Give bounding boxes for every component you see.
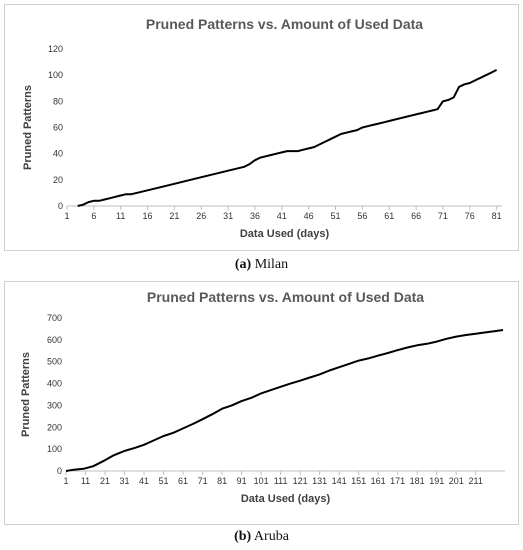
x-tick-label: 76 — [465, 211, 475, 221]
x-tick-label: 11 — [116, 211, 125, 221]
x-tick-label: 81 — [217, 476, 227, 486]
x-tick-label: 16 — [143, 211, 153, 221]
y-tick-label: 500 — [47, 357, 62, 367]
x-axis-label: Data Used (days) — [241, 493, 331, 505]
y-tick-label: 300 — [47, 400, 62, 410]
x-tick-label: 171 — [390, 476, 405, 486]
y-tick-label: 80 — [53, 96, 63, 106]
y-tick-label: 400 — [47, 379, 62, 389]
chart-aruba: Pruned Patterns vs. Amount of Used Data 0… — [20, 289, 505, 505]
x-tick-label: 201 — [449, 476, 464, 486]
x-tick-label: 6 — [91, 211, 96, 221]
x-tick-label: 111 — [274, 476, 288, 486]
caption-aruba-name: Aruba — [251, 529, 289, 544]
x-tick-label: 151 — [351, 476, 366, 486]
x-tick-label: 131 — [312, 476, 327, 486]
x-tick-label: 56 — [357, 211, 367, 221]
y-tick-label: 120 — [48, 44, 63, 54]
y-tick-label: 0 — [58, 201, 63, 211]
x-tick-label: 51 — [159, 476, 169, 486]
x-tick-label: 41 — [139, 476, 149, 486]
x-tick-label: 31 — [223, 211, 233, 221]
chart-title: Pruned Patterns vs. Amount of Used Data — [147, 289, 424, 305]
x-tick-label: 91 — [237, 476, 247, 486]
x-tick-label: 41 — [277, 211, 287, 221]
y-tick-label: 100 — [48, 70, 63, 80]
x-tick-label: 66 — [411, 211, 421, 221]
caption-aruba: (b) Aruba — [0, 529, 523, 545]
caption-milan: (a) Milan — [0, 257, 523, 273]
x-tick-label: 21 — [169, 211, 179, 221]
x-tick-label: 61 — [384, 211, 394, 221]
x-tick-label: 141 — [332, 476, 347, 486]
x-axis-label: Data Used (days) — [240, 228, 330, 240]
y-axis-label: Pruned Patterns — [22, 85, 34, 170]
y-tick-label: 200 — [47, 422, 62, 432]
y-tick-label: 40 — [53, 149, 63, 159]
x-tick-label: 11 — [81, 476, 90, 486]
y-tick-label: 60 — [53, 123, 63, 133]
series-line — [77, 69, 498, 207]
chart-panel-aruba: Pruned Patterns vs. Amount of Used Data 0… — [4, 281, 519, 525]
x-tick-label: 61 — [178, 476, 188, 486]
chart-milan: Pruned Patterns vs. Amount of Used Data 0… — [22, 16, 502, 240]
x-tick-label: 46 — [304, 211, 314, 221]
chart-title: Pruned Patterns vs. Amount of Used Data — [146, 16, 423, 32]
y-tick-label: 100 — [47, 444, 62, 454]
x-tick-label: 1 — [63, 476, 68, 486]
chart-panel-milan: Pruned Patterns vs. Amount of Used Data 0… — [4, 4, 519, 251]
caption-milan-letter: (a) — [234, 257, 252, 272]
x-tick-label: 26 — [196, 211, 206, 221]
x-tick-label: 81 — [492, 211, 502, 221]
x-tick-label: 71 — [438, 211, 448, 221]
x-tick-label: 1 — [64, 211, 69, 221]
x-tick-label: 31 — [120, 476, 130, 486]
x-tick-label: 161 — [371, 476, 386, 486]
x-tick-label: 211 — [469, 476, 483, 486]
caption-aruba-letter: (b) — [234, 529, 252, 544]
x-tick-label: 21 — [100, 476, 110, 486]
y-tick-label: 0 — [57, 466, 62, 476]
x-tick-label: 51 — [331, 211, 341, 221]
y-tick-label: 700 — [47, 313, 62, 323]
x-tick-label: 181 — [410, 476, 425, 486]
y-tick-label: 20 — [53, 175, 63, 185]
x-tick-label: 36 — [250, 211, 260, 221]
caption-milan-name: Milan — [251, 257, 289, 272]
x-tick-label: 121 — [293, 476, 308, 486]
y-axis-label: Pruned Patterns — [20, 352, 32, 437]
x-tick-label: 101 — [254, 476, 269, 486]
y-tick-label: 600 — [47, 335, 62, 345]
series-line — [65, 329, 504, 472]
x-tick-label: 71 — [198, 476, 208, 486]
x-tick-label: 191 — [429, 476, 444, 486]
